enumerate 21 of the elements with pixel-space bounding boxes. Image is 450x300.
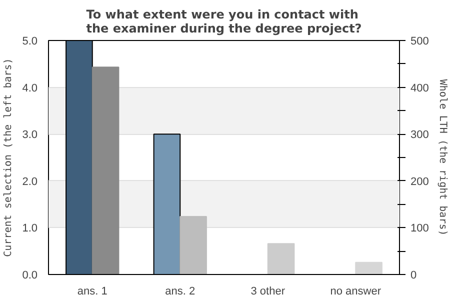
- bar: [355, 262, 382, 274]
- y2-tick-label: 500: [410, 36, 429, 48]
- y2-tick-label: 100: [410, 222, 429, 235]
- x-tick-label: 3 other: [250, 286, 286, 298]
- y-tick-label: 2.0: [22, 176, 38, 188]
- x-tick-label: no answer: [330, 286, 382, 298]
- y-tick-label: 0.0: [22, 270, 38, 282]
- y2-axis-title: Whole LTH (the right bars): [436, 79, 448, 236]
- y-tick-label: 3.0: [22, 129, 38, 142]
- y2-tick-label: 400: [410, 82, 429, 94]
- y-tick-label: 4.0: [22, 82, 38, 94]
- x-tick-label: ans. 1: [77, 286, 108, 298]
- x-tick-label: ans. 2: [165, 286, 196, 298]
- chart-title: To what extent were you in contact with the examiner during the degree project?: [86, 8, 362, 36]
- y2-tick-label: 300: [410, 129, 429, 142]
- y2-tick-label: 200: [410, 176, 429, 188]
- bar: [267, 243, 295, 274]
- y-axis-title: Current selection (the left bars): [3, 58, 14, 257]
- y-tick-label: 1.0: [22, 222, 38, 235]
- y-tick-label: 5.0: [22, 36, 38, 48]
- y2-tick-label: 0: [410, 270, 417, 282]
